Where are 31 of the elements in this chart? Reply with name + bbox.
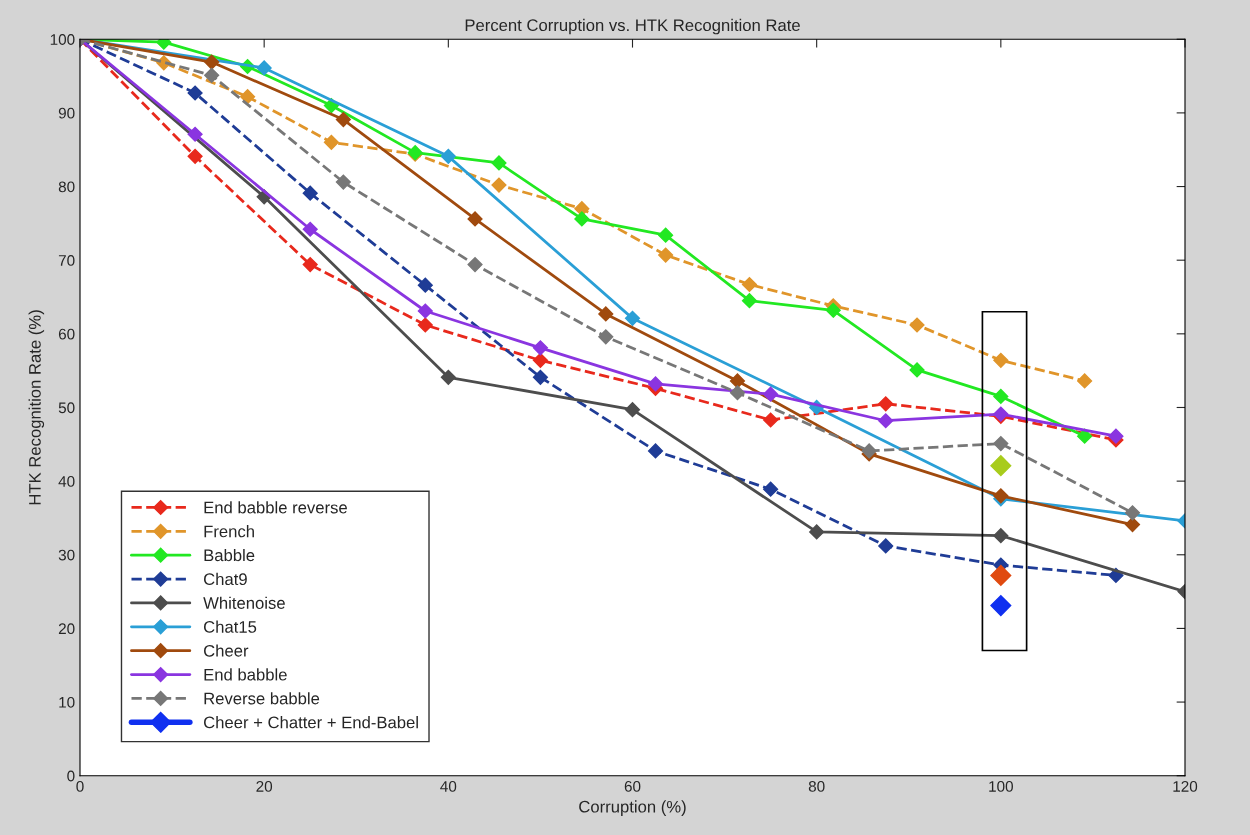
y-axis-title: HTK Recognition Rate (%) — [28, 310, 45, 505]
y-tick-label: 80 — [58, 181, 75, 193]
y-tick-label: 10 — [59, 696, 75, 708]
y-tick-label: 60 — [58, 328, 75, 340]
x-tick-label: 40 — [440, 780, 457, 792]
x-tick-label: 0 — [76, 780, 84, 792]
chart-title: Percent Corruption vs. HTK Recognition Rate — [465, 18, 800, 35]
y-tick-label: 50 — [58, 402, 75, 414]
x-tick-label: 100 — [989, 780, 1013, 792]
x-tick-label: 20 — [256, 780, 273, 792]
legend-label: Reverse babble — [204, 692, 320, 705]
legend-label: End babble reverse — [204, 501, 347, 514]
legend-label: End babble — [204, 668, 287, 681]
y-tick-label: 70 — [58, 255, 75, 266]
legend-label: French — [204, 525, 254, 538]
x-tick-label: 60 — [624, 780, 641, 792]
y-tick-label: 0 — [67, 770, 75, 782]
y-tick-label: 40 — [58, 475, 75, 487]
x-axis-title: Corruption (%) — [579, 800, 686, 816]
legend-label: Whitenoise — [203, 596, 285, 609]
y-tick-label: 100 — [50, 34, 75, 45]
legend-label: Babble — [204, 548, 255, 562]
legend-label: Cheer + Chatter + End-Babel — [204, 716, 418, 729]
y-tick-label: 30 — [58, 549, 75, 561]
legend-label: Chat15 — [204, 620, 257, 633]
legend-label: Chat9 — [204, 572, 247, 586]
y-tick-label: 90 — [58, 107, 75, 119]
y-tick-label: 20 — [58, 623, 75, 635]
x-tick-label: 80 — [808, 780, 825, 792]
x-tick-label: 120 — [1173, 780, 1198, 792]
legend-label: Cheer — [204, 644, 249, 657]
